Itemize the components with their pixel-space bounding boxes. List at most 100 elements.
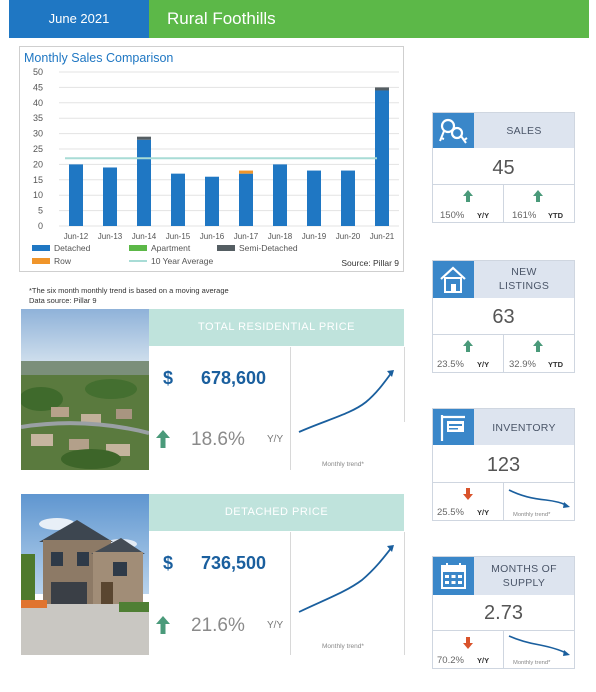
months-supply-label-line1: MONTHS OF (491, 563, 557, 575)
bar-detached (273, 164, 287, 226)
bar-semi-detached (375, 87, 389, 91)
bar-detached (137, 139, 151, 226)
detached-price-period: Y/Y (267, 620, 284, 631)
new-listings-ytd-label: YTD (548, 360, 563, 369)
sales-chart: 0 5 10 15 20 25 30 35 40 45 50 Jun-12 Jun-13 Jun-14 Ju… (32, 67, 399, 268)
months-supply-yy-down-arrow-icon (463, 637, 473, 649)
x-tick-label: Jun-14 (132, 232, 157, 241)
new-listings-yy-change: 23.5% (437, 359, 464, 370)
bar-detached (341, 170, 355, 226)
months-supply-yy-label: Y/Y (477, 656, 490, 665)
x-tick-label: Jun-19 (302, 232, 327, 241)
total-price-period: Y/Y (267, 434, 284, 445)
x-tick-label: Jun-13 (98, 232, 123, 241)
region-title: Rural Foothills (149, 0, 589, 38)
detached-price-value: 736,500 (201, 553, 267, 573)
detached-price-trend-caption: Monthly trend* (322, 643, 364, 650)
x-tick-label: Jun-21 (370, 232, 395, 241)
inventory-trend-caption: Monthly trend* (513, 512, 551, 518)
legend-swatch (129, 245, 147, 251)
bar-detached (239, 173, 253, 226)
x-tick-label: Jun-18 (268, 232, 293, 241)
bar-detached (375, 90, 389, 226)
legend-label: Apartment (151, 243, 191, 253)
x-tick-label: Jun-16 (200, 232, 225, 241)
neighbourhood-aerial-photo (21, 309, 149, 470)
new-listings-ytd-up-arrow-icon (533, 340, 543, 352)
detached-price-trend-line (298, 545, 394, 613)
legend-label: 10 Year Average (151, 256, 214, 266)
detached-price-up-arrow-icon (156, 616, 170, 634)
trend-note: *The six month monthly trend is based on… (29, 286, 229, 295)
months-supply-icon-box (433, 557, 474, 595)
y-tick-label: 45 (33, 82, 43, 92)
new-listings-yy-up-arrow-icon (463, 340, 473, 352)
inventory-yy-down-arrow-icon (463, 488, 473, 500)
y-tick-label: 0 (38, 221, 43, 231)
y-tick-label: 30 (33, 129, 43, 139)
y-tick-label: 35 (33, 113, 43, 123)
y-tick-label: 50 (33, 67, 43, 77)
bar-detached (307, 170, 321, 226)
total-price-up-arrow-icon (156, 430, 170, 448)
legend-label: Detached (54, 243, 91, 253)
legend-swatch (217, 245, 235, 251)
detached-price-change: 21.6% (191, 615, 245, 636)
y-tick-label: 25 (33, 144, 43, 154)
calendar-icon (441, 563, 466, 589)
inventory-icon-box (433, 409, 474, 445)
total-price-change: 18.6% (191, 429, 245, 450)
x-tick-label: Jun-17 (234, 232, 259, 241)
legend-swatch (32, 258, 50, 264)
x-tick-label: Jun-12 (64, 232, 89, 241)
divider (404, 347, 405, 422)
total-price-currency: $ (163, 368, 174, 388)
total-price-heading: TOTAL RESIDENTIAL PRICE (149, 309, 404, 346)
divider (503, 483, 504, 520)
divider (503, 185, 504, 222)
sales-value: 45 (492, 157, 515, 179)
sales-yy-up-arrow-icon (463, 190, 473, 202)
total-price-trend-line (298, 370, 394, 433)
x-tick-label: Jun-15 (166, 232, 191, 241)
inventory-yy-change: 25.5% (437, 507, 464, 518)
detached-price-heading: DETACHED PRICE (149, 494, 404, 531)
new-listings-label-line1: NEW (511, 266, 537, 278)
bar-detached (205, 176, 219, 226)
inventory-trend-line (508, 489, 570, 508)
total-price-trend-caption: Monthly trend* (322, 461, 364, 468)
inventory-value: 123 (486, 454, 521, 476)
sales-yy-change: 150% (440, 210, 465, 221)
legend-label: Semi-Detached (239, 243, 298, 253)
divider (433, 630, 574, 631)
bar-row (239, 170, 253, 174)
detached-house-photo (21, 494, 149, 655)
sales-label: SALES (506, 125, 542, 137)
divider (433, 184, 574, 185)
house-icon (440, 266, 466, 293)
legend-label: Row (54, 256, 72, 266)
legend-swatch (32, 245, 50, 251)
chart-source: Source: Pillar 9 (341, 258, 399, 268)
new-listings-yy-label: Y/Y (477, 360, 490, 369)
divider (433, 334, 574, 335)
y-tick-label: 15 (33, 175, 43, 185)
divider (433, 482, 574, 483)
months-supply-value: 2.73 (484, 602, 523, 624)
keys-icon (439, 118, 468, 144)
for-sale-sign-icon (440, 415, 465, 441)
bar-detached (69, 164, 83, 226)
y-tick-label: 5 (38, 206, 43, 216)
months-supply-label-line2: SUPPLY (502, 577, 546, 589)
new-listings-value: 63 (492, 306, 515, 328)
sales-ytd-up-arrow-icon (533, 190, 543, 202)
new-listings-icon-box (433, 261, 474, 298)
y-tick-label: 40 (33, 98, 43, 108)
new-listings-label-line2: LISTINGS (498, 280, 550, 292)
months-supply-trend-line (508, 635, 570, 656)
total-price-value: 678,600 (201, 368, 267, 388)
bar-semi-detached (137, 136, 151, 140)
months-supply-yy-change: 70.2% (437, 655, 464, 666)
divider (290, 532, 291, 655)
divider (404, 532, 405, 655)
